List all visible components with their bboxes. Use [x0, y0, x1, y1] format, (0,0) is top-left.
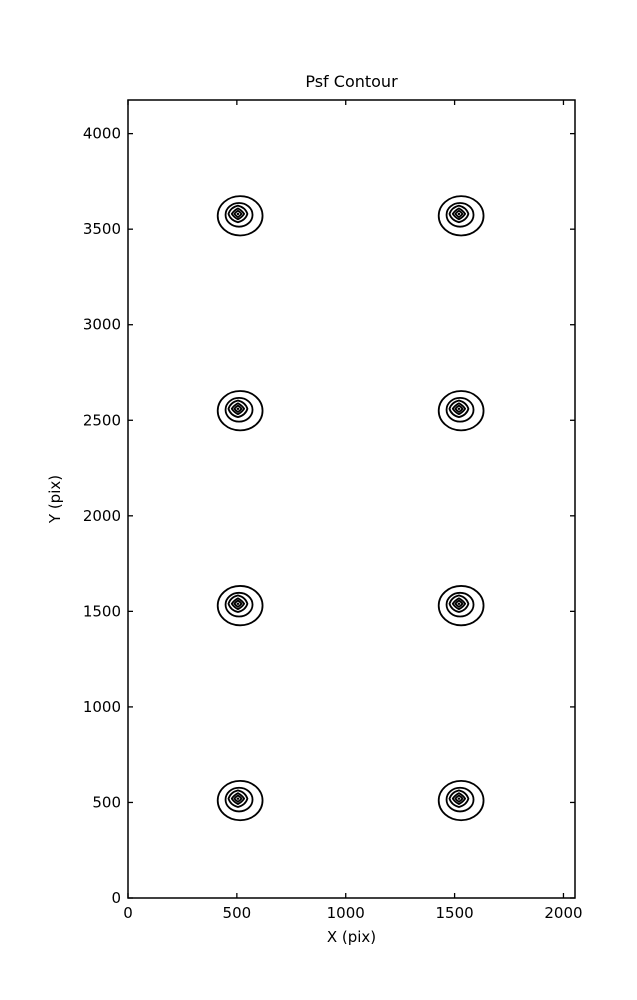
- contour-level: [233, 599, 243, 608]
- contour-level: [445, 786, 475, 813]
- y-tick-label: 3000: [83, 316, 121, 334]
- psf-peak-dot: [236, 602, 240, 605]
- y-tick-label: 500: [92, 793, 121, 811]
- contour-level: [445, 591, 475, 618]
- chart-title: Psf Contour: [305, 72, 398, 91]
- contour-level: [233, 209, 243, 218]
- contour-level: [448, 594, 470, 613]
- contour-level: [454, 404, 464, 413]
- contour-level: [216, 585, 264, 627]
- contour-level: [445, 397, 475, 423]
- contour-level: [227, 789, 249, 808]
- contour-level: [233, 794, 243, 803]
- contour-level: [448, 204, 470, 224]
- contour-level: [437, 390, 485, 432]
- contour-level: [230, 207, 246, 221]
- contour-level: [224, 397, 254, 423]
- contour-level: [227, 204, 249, 224]
- psf-peak-dot: [457, 602, 461, 605]
- y-tick-label: 2500: [83, 411, 121, 429]
- contour-level: [227, 399, 249, 419]
- contour-level: [216, 195, 264, 237]
- axes-box: [127, 99, 576, 899]
- psf-peak-dot: [457, 797, 461, 800]
- y-axis-label: Y (pix): [46, 474, 64, 524]
- contour-level: [224, 591, 254, 618]
- contour-level: [437, 779, 485, 822]
- psf-peak-dot: [236, 407, 240, 410]
- x-tick-label: 2000: [544, 904, 582, 922]
- contour-level: [216, 390, 264, 432]
- contour-level: [227, 594, 249, 613]
- psf-peak-dot: [457, 212, 461, 216]
- contour-level: [451, 792, 467, 805]
- x-axis-label: X (pix): [326, 928, 377, 946]
- y-tick-label: 1000: [83, 698, 121, 716]
- y-tick-label: 2000: [83, 507, 121, 525]
- contour-level: [216, 779, 264, 822]
- contour-level: [437, 195, 485, 237]
- y-tick-label: 3500: [83, 220, 121, 238]
- contour-level: [454, 209, 464, 218]
- contour-level: [451, 207, 467, 221]
- x-tick-label: 500: [223, 904, 252, 922]
- contour-level: [448, 789, 470, 808]
- contour-level: [437, 585, 485, 627]
- y-tick-label: 4000: [83, 125, 121, 143]
- contour-level: [224, 786, 254, 813]
- y-tick-label: 0: [111, 889, 121, 907]
- contour-level: [454, 794, 464, 803]
- psf-peak-dot: [236, 797, 240, 800]
- contour-level: [448, 399, 470, 419]
- y-tick-label: 1500: [83, 602, 121, 620]
- x-tick-label: 1500: [436, 904, 474, 922]
- contour-level: [454, 599, 464, 608]
- psf-peak-dot: [236, 212, 240, 216]
- contour-level: [230, 792, 246, 805]
- contour-level: [230, 597, 246, 611]
- contour-level: [445, 202, 475, 228]
- psf-peak-dot: [457, 407, 461, 410]
- contour-level: [451, 597, 467, 611]
- contour-level: [451, 402, 467, 416]
- contour-level: [233, 404, 243, 413]
- contour-level: [224, 202, 254, 228]
- x-tick-label: 1000: [327, 904, 365, 922]
- contour-level: [230, 402, 246, 416]
- x-tick-label: 0: [123, 904, 133, 922]
